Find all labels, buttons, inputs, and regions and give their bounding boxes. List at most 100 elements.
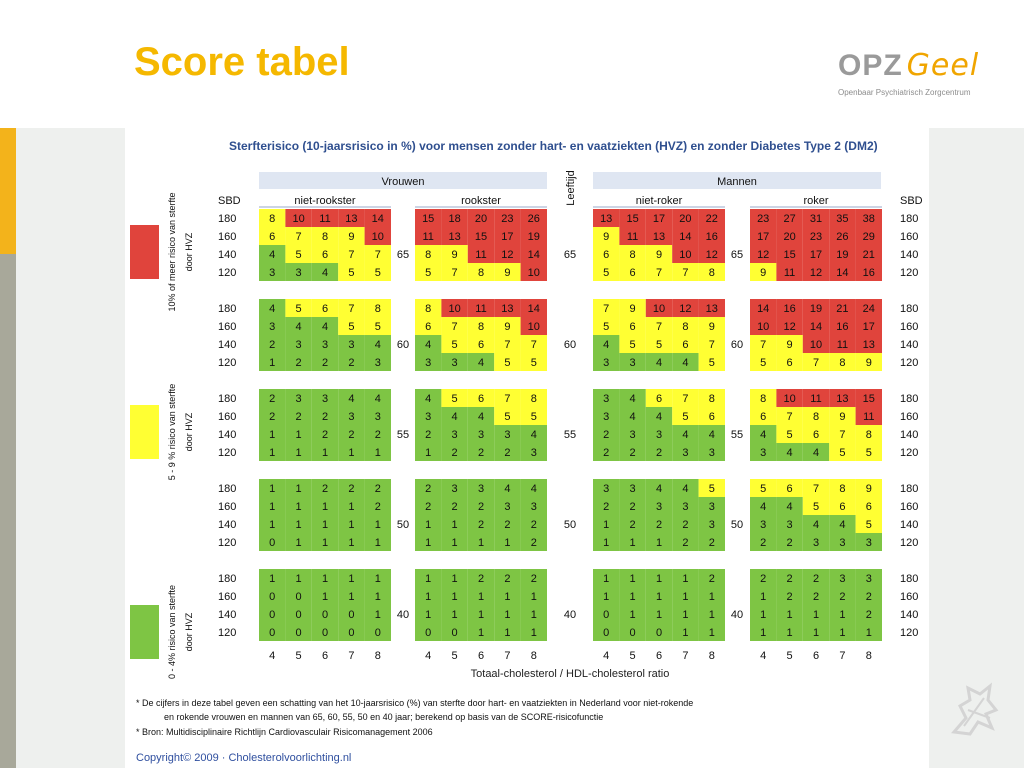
risk-cell [259,263,286,281]
risk-cell-value: 6 [603,249,609,261]
risk-cell [364,569,391,587]
x-tick-label: 4 [269,650,275,662]
risk-cell-value: 6 [656,393,662,405]
risk-cell [415,443,442,461]
risk-cell [311,533,339,551]
risk-cell [802,209,830,227]
risk-cell [672,263,699,281]
risk-cell [645,443,673,461]
risk-cell-value: 13 [653,231,665,243]
risk-cell-value: 0 [375,627,381,639]
risk-cell [593,263,620,281]
age-value: 55 [564,429,576,441]
risk-cell [441,227,468,245]
risk-cell-value: 1 [269,429,275,441]
risk-cell [645,425,673,443]
risk-cell-value: 35 [836,213,848,225]
risk-cell [750,425,777,443]
risk-cell-value: 5 [603,267,609,279]
risk-cell-value: 1 [813,627,819,639]
risk-cell [776,533,803,551]
risk-cell-value: 2 [375,501,381,513]
risk-cell-value: 1 [296,573,302,585]
risk-cell [672,209,699,227]
risk-cell-value: 6 [813,429,819,441]
risk-cell-value: 19 [810,303,822,315]
risk-cell [855,263,882,281]
risk-cell [338,407,365,425]
risk-cell [672,353,699,371]
risk-cell-value: 8 [269,213,275,225]
risk-cell-value: 4 [630,393,636,405]
risk-cell [619,515,646,533]
risk-cell-value: 3 [709,447,715,459]
risk-cell [829,317,856,335]
risk-cell [750,443,777,461]
subheader-2: niet-roker [636,195,683,207]
risk-cell-value: 3 [322,339,328,351]
risk-cell [802,515,830,533]
sbd-value-right: 120 [900,447,918,459]
risk-cell [520,245,547,263]
legend-text: 10% of meer risico van sterfte [167,192,177,311]
risk-cell [338,623,365,641]
risk-cell-value: 21 [836,303,848,315]
accent-band-orange [0,128,16,254]
sbd-value-left: 160 [218,501,236,513]
subheader-0: niet-rookster [294,195,355,207]
risk-cell-value: 1 [375,609,381,621]
risk-cell [698,353,725,371]
risk-cell [645,533,673,551]
risk-cell-value: 1 [375,447,381,459]
risk-cell-value: 20 [475,213,487,225]
risk-cell-value: 2 [630,519,636,531]
risk-cell [645,209,673,227]
risk-cell-value: 1 [425,447,431,459]
risk-cell-value: 2 [760,573,766,585]
risk-cell-value: 20 [783,231,795,243]
risk-cell [285,569,312,587]
sbd-value-left: 180 [218,483,236,495]
risk-cell [494,533,521,551]
risk-cell-value: 3 [866,537,872,549]
risk-cell-value: 6 [787,483,793,495]
risk-cell [520,263,547,281]
risk-cell-value: 5 [813,501,819,513]
risk-cell [364,227,391,245]
risk-cell-value: 5 [630,339,636,351]
risk-cell-value: 6 [322,303,328,315]
sbd-value-left: 180 [218,393,236,405]
risk-cell [855,479,882,497]
risk-cell [311,245,339,263]
risk-cell [619,263,646,281]
risk-cell [338,425,365,443]
risk-cell [285,443,312,461]
risk-cell [593,425,620,443]
legend-text: door HVZ [184,232,194,271]
risk-cell-value: 4 [656,483,662,495]
risk-cell [802,299,830,317]
risk-cell [645,299,673,317]
risk-cell-value: 3 [322,393,328,405]
sbd-value-right: 140 [900,339,918,351]
risk-cell-value: 1 [322,519,328,531]
risk-cell-value: 8 [839,357,845,369]
risk-cell-value: 1 [787,609,793,621]
risk-cell [645,623,673,641]
footnote: * De cijfers in deze tabel geven een sch… [136,698,693,708]
risk-cell [259,587,286,605]
risk-cell [364,209,391,227]
risk-cell [829,623,856,641]
risk-cell [259,227,286,245]
risk-cell-value: 15 [863,393,875,405]
risk-cell-value: 2 [839,591,845,603]
risk-cell-value: 27 [783,213,795,225]
risk-cell-value: 3 [269,267,275,279]
risk-cell-value: 1 [630,537,636,549]
x-tick-label: 8 [375,650,381,662]
risk-cell-value: 6 [630,321,636,333]
risk-cell-value: 2 [504,447,510,459]
risk-cell [285,227,312,245]
risk-cell-value: 5 [839,447,845,459]
risk-cell [698,299,725,317]
